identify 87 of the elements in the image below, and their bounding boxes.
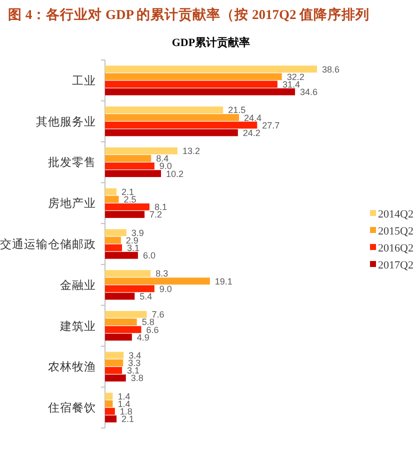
bar <box>105 114 240 122</box>
bar <box>105 270 151 278</box>
data-label: 9.0 <box>159 284 172 294</box>
data-label: 34.6 <box>300 86 318 97</box>
legend-label: 2017Q2 <box>378 260 414 272</box>
bar <box>105 203 150 210</box>
bar <box>105 310 147 318</box>
bar <box>105 359 124 366</box>
bar <box>105 400 113 408</box>
data-label: 5.4 <box>140 291 152 302</box>
bar <box>105 154 152 162</box>
bar <box>105 106 224 114</box>
bar <box>105 66 317 73</box>
bar <box>105 162 154 170</box>
bar <box>105 122 258 129</box>
legend-label: 2014Q2 <box>378 208 414 220</box>
data-label: 7.2 <box>150 210 162 220</box>
bar <box>105 88 296 96</box>
data-label: 6.6 <box>146 324 159 335</box>
chart-title: 图 4：各行业对 GDP 的累计贡献率（按 2017Q2 值降序排列 <box>8 6 370 22</box>
bar <box>105 326 142 334</box>
y-tick-label: 交通运输仓储邮政 <box>0 237 96 251</box>
bar <box>105 374 126 382</box>
y-tick-label: 批发零售 <box>48 156 96 170</box>
bar <box>105 170 162 178</box>
y-tick-label: 其他服务业 <box>36 115 96 128</box>
legend-label: 2015Q2 <box>378 226 414 238</box>
data-label: 3.8 <box>130 373 144 384</box>
data-label: 24.4 <box>244 112 262 123</box>
data-label: 1.4 <box>118 391 130 402</box>
y-tick-label: 建筑业 <box>59 320 96 333</box>
bar <box>105 188 117 196</box>
bar <box>105 318 137 326</box>
data-label: 8.4 <box>156 154 169 164</box>
bar <box>105 229 126 236</box>
data-label: 6.0 <box>142 250 156 261</box>
data-label: 2.1 <box>122 186 134 197</box>
data-label: 32.2 <box>286 72 304 82</box>
data-label: 10.2 <box>166 168 184 179</box>
bar <box>105 366 122 374</box>
data-label: 3.9 <box>131 228 144 238</box>
bar <box>105 415 117 422</box>
bar <box>105 278 210 285</box>
data-label: 2.9 <box>126 235 138 246</box>
bar <box>105 236 121 244</box>
bar <box>105 147 178 154</box>
data-label: 2.1 <box>122 414 134 424</box>
bar <box>105 392 113 400</box>
data-label: 5.8 <box>142 317 154 328</box>
bar <box>105 210 145 218</box>
bar <box>105 129 238 136</box>
data-label: 27.7 <box>262 120 280 130</box>
data-label: 3.3 <box>128 358 141 368</box>
data-label: 38.6 <box>322 64 340 74</box>
bar <box>105 244 122 252</box>
data-label: 3.1 <box>127 242 140 253</box>
data-label: 4.9 <box>136 332 150 342</box>
bar <box>105 73 282 80</box>
data-label: 8.3 <box>156 268 168 279</box>
y-tick-label: 住宿餐饮 <box>47 400 96 415</box>
data-label: 24.2 <box>242 128 260 138</box>
data-label: 3.1 <box>127 366 140 376</box>
bar <box>105 352 124 359</box>
y-tick-label: 金融业 <box>60 278 96 292</box>
data-label: 13.2 <box>182 146 200 156</box>
data-label: 19.1 <box>214 276 232 286</box>
bar <box>105 408 115 415</box>
data-label: 31.4 <box>282 79 300 90</box>
data-label: 1.8 <box>120 406 132 417</box>
data-label: 21.5 <box>228 105 246 116</box>
data-label: 1.4 <box>118 398 130 409</box>
chart-subtitle: GDP累计贡献率 <box>172 36 250 49</box>
data-label: 3.4 <box>128 350 142 361</box>
bar <box>105 80 278 88</box>
bar <box>105 252 138 259</box>
y-tick-label: 农林牧渔 <box>48 360 96 374</box>
bar <box>105 334 132 341</box>
bar <box>105 285 154 292</box>
y-tick-label: 工业 <box>72 74 96 88</box>
legend-label: 2016Q2 <box>378 242 414 254</box>
bar <box>105 292 135 300</box>
bar <box>105 196 119 203</box>
data-label: 8.1 <box>154 202 168 212</box>
data-label: 9.0 <box>159 161 172 172</box>
data-label: 2.5 <box>124 194 136 205</box>
data-label: 7.6 <box>152 310 164 320</box>
y-tick-label: 房地产业 <box>48 196 96 210</box>
